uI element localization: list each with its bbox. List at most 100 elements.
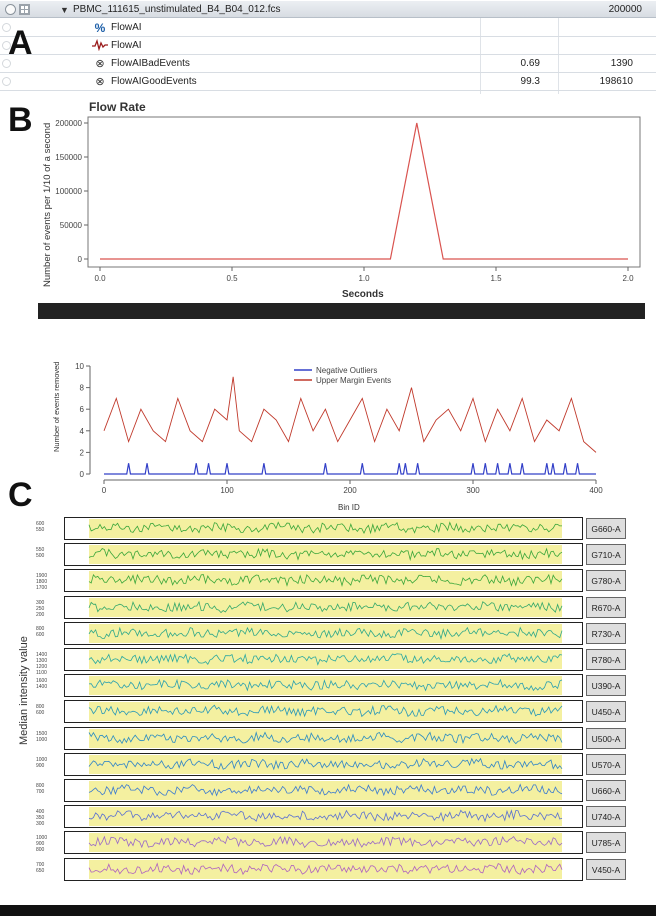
good-region-shade xyxy=(89,597,562,617)
channel-label: U740-A xyxy=(586,806,626,828)
good-region-shade xyxy=(89,807,562,827)
table-row[interactable]: FlowAI xyxy=(0,37,656,55)
column-divider xyxy=(480,18,481,94)
channel-trace xyxy=(88,861,563,875)
x-tick-label: 100 xyxy=(220,486,234,494)
channel-line xyxy=(88,547,563,562)
channel-line xyxy=(88,783,563,797)
x-tick-label: 0.5 xyxy=(226,274,238,283)
flow-rate-chart: 0 50000 100000 150000 200000 0.0 0.5 1.0 1.5 2.0 xyxy=(55,116,641,283)
x-tick-label: 0.0 xyxy=(94,274,106,283)
table-row[interactable]: % FlowAI xyxy=(0,19,656,37)
channel-ticks: 1600 1400 xyxy=(36,678,48,691)
flow-rate-xlabel: Seconds xyxy=(342,289,384,300)
channel-ticks: 600 550 xyxy=(36,521,45,533)
x-tick-label: 2.0 xyxy=(622,274,634,283)
row-percent: 99.3 xyxy=(520,76,540,87)
gate-icon: ⊗ xyxy=(95,58,105,70)
channel-line xyxy=(88,835,563,849)
good-region-shade xyxy=(89,754,562,774)
channel-ticks: 800 600 xyxy=(36,704,45,717)
channel-plot xyxy=(64,831,583,855)
expand-triangle-icon[interactable]: ▼ xyxy=(60,5,69,15)
table-row[interactable]: ⊗ FlowAIGoodEvents 99.3 198610 xyxy=(0,73,656,91)
channel-plot xyxy=(64,543,583,567)
channel-ticks: 1000 900 xyxy=(36,756,48,769)
negative-outliers-line xyxy=(104,463,596,475)
channel-trace xyxy=(88,678,563,692)
channel-plot xyxy=(64,726,583,750)
channel-label: U570-A xyxy=(586,753,626,775)
channel-line xyxy=(88,730,563,744)
row-name: FlowAI xyxy=(111,22,142,33)
panel-letter-c: C xyxy=(8,476,33,514)
channel-line xyxy=(88,678,563,692)
y-tick-label: 8 xyxy=(80,384,85,393)
channel-ticks: 800 700 xyxy=(36,783,45,795)
row-selector-icon[interactable] xyxy=(2,23,11,32)
channel-label: R780-A xyxy=(586,649,626,670)
flow-rate-title: Flow Rate xyxy=(89,100,146,114)
channel-trace xyxy=(88,730,563,744)
y-tick-label: 4 xyxy=(80,427,85,436)
channel-ticks: 1400 1300 1200 1100 xyxy=(36,652,48,676)
good-region-shade xyxy=(89,781,562,800)
channel-trace xyxy=(88,835,563,849)
upper-margin-line xyxy=(103,376,597,453)
channel-ticks: 800 600 xyxy=(36,625,45,638)
median-ylabel: Median intensity value xyxy=(18,636,30,745)
channel-ticks: 550 500 xyxy=(36,547,45,560)
channel-line xyxy=(88,757,563,771)
footer-bar xyxy=(0,905,656,916)
good-region-shade xyxy=(89,571,562,591)
sample-count: 200000 xyxy=(608,4,642,15)
channel-trace xyxy=(88,783,563,797)
row-count: 1390 xyxy=(610,58,633,69)
channel-ticks: 1900 1800 1700 xyxy=(36,573,48,592)
channel-plot xyxy=(64,857,583,881)
sample-name: PBMC_111615_unstimulated_B4_B04_012.fcs xyxy=(73,4,281,15)
circle-icon[interactable] xyxy=(5,4,16,15)
channel-label: U450-A xyxy=(586,701,626,723)
row-selector-icon[interactable] xyxy=(2,77,11,86)
channel-label: G780-A xyxy=(586,570,626,592)
channel-label: U500-A xyxy=(586,727,626,749)
channel-label: G660-A xyxy=(586,518,626,539)
y-tick-label: 150000 xyxy=(55,153,82,162)
channel-plot xyxy=(64,648,583,671)
channel-line xyxy=(88,574,563,588)
channel-line xyxy=(88,861,563,875)
good-region-shade xyxy=(89,728,562,748)
y-tick-label: 0 xyxy=(78,255,83,264)
y-tick-label: 50000 xyxy=(60,221,83,230)
grid-icon[interactable] xyxy=(19,4,30,15)
sample-header-row[interactable]: ▼ PBMC_111615_unstimulated_B4_B04_012.fc… xyxy=(0,1,656,18)
channel-trace xyxy=(88,600,563,613)
column-divider xyxy=(558,18,559,94)
legend-label: Negative Outliers xyxy=(316,366,377,375)
row-selector-icon[interactable] xyxy=(2,41,11,50)
table-row[interactable]: ⊗ FlowAIBadEvents 0.69 1390 xyxy=(0,55,656,73)
channel-line xyxy=(88,652,563,666)
channel-plot xyxy=(64,752,583,776)
channel-line xyxy=(88,809,563,823)
channel-ticks: 1000 900 800 xyxy=(36,835,48,854)
x-tick-label: 200 xyxy=(343,486,357,494)
channel-ticks: 1500 1000 xyxy=(36,730,48,743)
channel-line xyxy=(88,600,563,613)
row-selector-icon[interactable] xyxy=(2,59,11,68)
y-tick-label: 100000 xyxy=(55,187,82,196)
flow-rate-line xyxy=(100,122,628,260)
channel-trace xyxy=(88,521,562,535)
plot-frame xyxy=(87,116,641,268)
channel-line xyxy=(88,626,563,640)
x-tick-label: 300 xyxy=(466,486,480,494)
channel-label: U785-A xyxy=(586,832,626,854)
channel-trace xyxy=(88,757,563,771)
gate-icon: ⊗ xyxy=(95,76,105,88)
channel-label: R670-A xyxy=(586,596,626,618)
channel-label: G710-A xyxy=(586,544,626,566)
percent-icon: % xyxy=(94,21,106,35)
channel-ticks: 300 250 200 xyxy=(36,599,45,618)
